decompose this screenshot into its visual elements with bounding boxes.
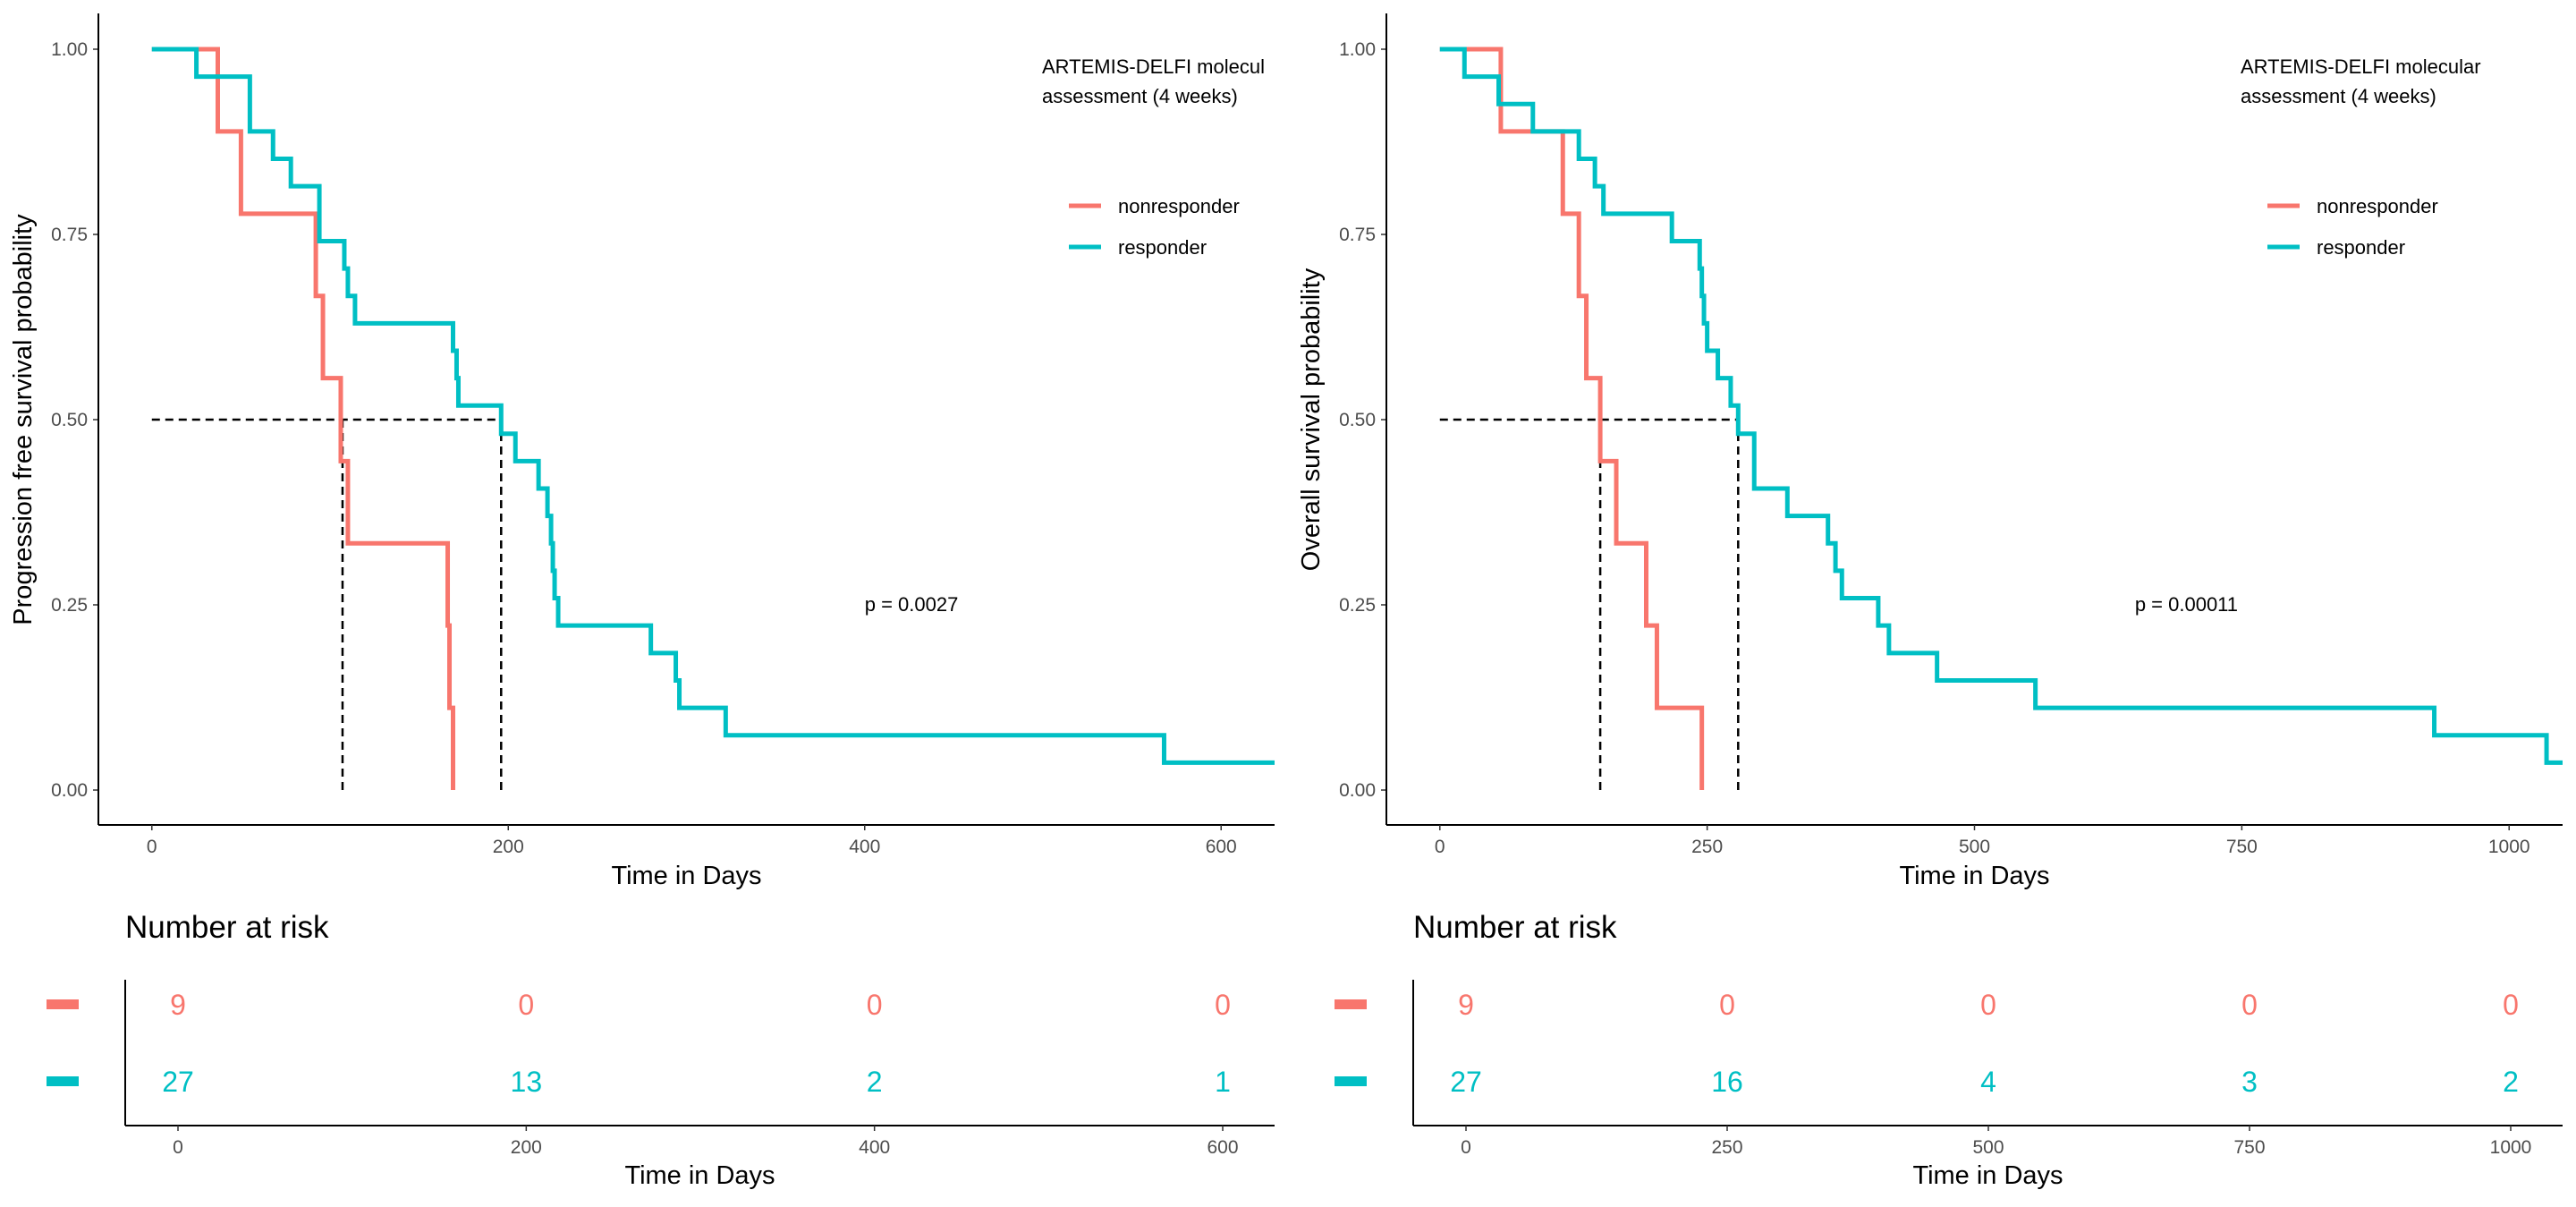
os-risk-count-nonresponder: 0 — [2503, 989, 2519, 1021]
os-xtick-label: 750 — [2226, 837, 2258, 857]
pfs-risk-xtick-label: 200 — [511, 1137, 542, 1158]
os-legend-label-responder: responder — [2317, 236, 2405, 259]
pfs-risk-x-axis-title: Time in Days — [624, 1161, 775, 1190]
pfs-risk-row-key-responder — [47, 1076, 79, 1086]
os-ytick-label: 1.00 — [1339, 39, 1376, 60]
os-ytick-label: 0.75 — [1339, 225, 1376, 245]
os-risk-count-responder: 16 — [1711, 1066, 1743, 1098]
pfs-risk-xtick-label: 0 — [173, 1137, 183, 1158]
pfs-risk-row-key-nonresponder — [47, 999, 79, 1009]
os-risk-count-nonresponder: 0 — [2241, 989, 2258, 1021]
pfs-risk-count-responder: 1 — [1215, 1066, 1231, 1098]
os-xtick-label: 1000 — [2488, 837, 2530, 857]
pfs-risk-count-nonresponder: 0 — [518, 989, 534, 1021]
pfs-ytick-label: 1.00 — [51, 39, 88, 60]
pfs-risk-count-responder: 27 — [162, 1066, 194, 1098]
os-y-axis-title: Overall survival probability — [1297, 268, 1326, 571]
os-risk-xtick-label: 500 — [1972, 1137, 2004, 1158]
pfs-legend-title: ARTEMIS-DELFI molecul — [1042, 55, 1265, 78]
pfs-p-value: p = 0.0027 — [865, 593, 959, 616]
os-risk-row-key-nonresponder — [1335, 999, 1367, 1009]
pfs-xtick-label: 200 — [493, 837, 524, 857]
pfs-risk-title: Number at risk — [125, 910, 329, 945]
os-risk-count-responder: 27 — [1450, 1066, 1482, 1098]
os-risk-xtick-label: 1000 — [2490, 1137, 2532, 1158]
pfs-xtick-label: 0 — [147, 837, 157, 857]
os-xtick-label: 500 — [1959, 837, 1990, 857]
os-panel: 0.00 0.25 0.50 0.75 1.00 0 250 500 750 1000 Time i… — [1297, 13, 2563, 1190]
os-risk-count-responder: 3 — [2241, 1066, 2258, 1098]
os-curve-responder — [1439, 47, 2563, 765]
os-ytick-label: 0.00 — [1339, 780, 1376, 801]
os-ytick-label: 0.50 — [1339, 410, 1376, 430]
pfs-ytick-label: 0.25 — [51, 595, 88, 616]
os-risk-xtick-label: 250 — [1711, 1137, 1742, 1158]
pfs-curve-responder — [151, 47, 1275, 765]
os-risk-count-nonresponder: 0 — [1980, 989, 1996, 1021]
os-x-axis-title: Time in Days — [1899, 862, 2049, 890]
pfs-y-axis-title: Progression free survival probability — [9, 214, 38, 625]
os-legend-title: ARTEMIS-DELFI molecular — [2241, 55, 2481, 78]
pfs-risk-count-nonresponder: 0 — [867, 989, 883, 1021]
pfs-legend-label-nonresponder: nonresponder — [1118, 195, 1240, 217]
pfs-risk-count-nonresponder: 9 — [170, 989, 186, 1021]
pfs-ytick-label: 0.75 — [51, 225, 88, 245]
os-ytick-label: 0.25 — [1339, 595, 1376, 616]
os-risk-title: Number at risk — [1413, 910, 1617, 945]
os-risk-xtick-label: 750 — [2233, 1137, 2265, 1158]
pfs-legend-title: assessment (4 weeks) — [1042, 85, 1238, 107]
pfs-curve-nonresponder — [151, 47, 455, 790]
pfs-xtick-label: 400 — [849, 837, 880, 857]
pfs-ytick-label: 0.00 — [51, 780, 88, 801]
pfs-risk-count-responder: 13 — [511, 1066, 543, 1098]
os-legend-label-nonresponder: nonresponder — [2317, 195, 2438, 217]
os-risk-xtick-label: 0 — [1461, 1137, 1471, 1158]
os-p-value: p = 0.00011 — [2135, 593, 2238, 616]
os-xtick-label: 0 — [1435, 837, 1445, 857]
os-risk-row-key-responder — [1335, 1076, 1367, 1086]
os-risk-count-nonresponder: 9 — [1458, 989, 1474, 1021]
pfs-x-axis-title: Time in Days — [611, 862, 761, 890]
pfs-risk-xtick-label: 400 — [859, 1137, 890, 1158]
os-risk-count-responder: 2 — [2503, 1066, 2519, 1098]
pfs-xtick-label: 600 — [1206, 837, 1237, 857]
pfs-legend-label-responder: responder — [1118, 236, 1207, 259]
os-xtick-label: 250 — [1691, 837, 1723, 857]
pfs-risk-count-responder: 2 — [867, 1066, 883, 1098]
pfs-ytick-label: 0.50 — [51, 410, 88, 430]
os-risk-count-nonresponder: 0 — [1719, 989, 1735, 1021]
os-legend-title: assessment (4 weeks) — [2241, 85, 2436, 107]
os-risk-x-axis-title: Time in Days — [1912, 1161, 2063, 1190]
os-risk-count-responder: 4 — [1980, 1066, 1996, 1098]
pfs-risk-xtick-label: 600 — [1207, 1137, 1238, 1158]
pfs-risk-count-nonresponder: 0 — [1215, 989, 1231, 1021]
